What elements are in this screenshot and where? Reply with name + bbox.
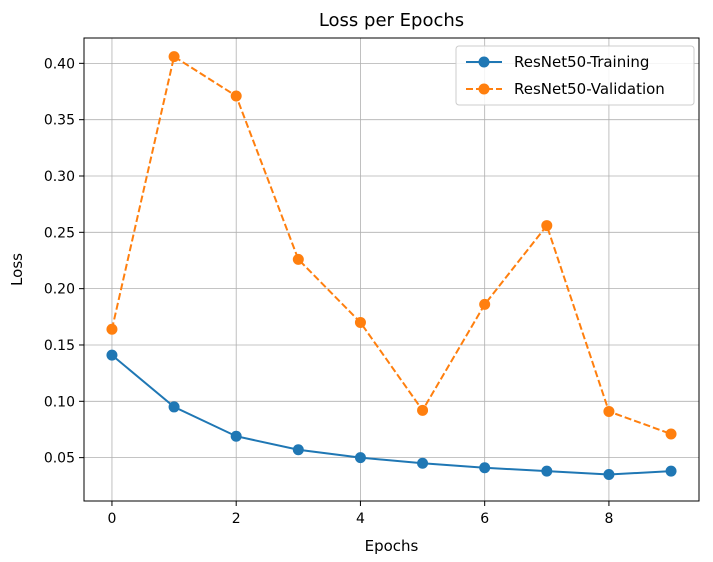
x-axis-label: Epochs bbox=[365, 537, 419, 555]
x-tick-label: 8 bbox=[604, 511, 613, 527]
data-point bbox=[106, 323, 118, 335]
data-point bbox=[603, 405, 615, 417]
data-point bbox=[665, 465, 677, 477]
legend-marker bbox=[478, 56, 490, 68]
data-point bbox=[168, 401, 180, 413]
chart-title: Loss per Epochs bbox=[319, 10, 464, 31]
legend-label: ResNet50-Training bbox=[514, 53, 649, 71]
y-tick-label: 0.20 bbox=[44, 282, 75, 298]
series-1 bbox=[106, 51, 677, 440]
y-axis-label: Loss bbox=[8, 253, 26, 286]
series-layer bbox=[106, 51, 677, 481]
x-tick-label: 4 bbox=[356, 511, 365, 527]
x-tick-label: 6 bbox=[480, 511, 489, 527]
series-line bbox=[110, 54, 672, 435]
data-point bbox=[292, 253, 304, 265]
data-point bbox=[541, 465, 553, 477]
y-tick-label: 0.35 bbox=[44, 113, 75, 129]
legend-marker bbox=[478, 83, 490, 95]
x-tick-label: 0 bbox=[107, 511, 116, 527]
plot-frame bbox=[83, 37, 700, 502]
y-tick-label: 0.30 bbox=[44, 169, 75, 185]
series-line bbox=[111, 354, 672, 476]
series-0 bbox=[106, 349, 677, 481]
data-point bbox=[354, 452, 366, 464]
data-point bbox=[665, 428, 677, 440]
data-point bbox=[168, 51, 180, 63]
data-point bbox=[230, 430, 242, 442]
data-point bbox=[106, 349, 118, 361]
data-point bbox=[479, 462, 491, 474]
y-tick-label: 0.25 bbox=[44, 225, 75, 241]
y-tick-label: 0.15 bbox=[44, 338, 75, 354]
legend: ResNet50-Training ResNet50-Validation bbox=[455, 45, 695, 106]
data-point bbox=[603, 469, 615, 481]
data-point bbox=[479, 298, 491, 310]
x-tick-label: 2 bbox=[232, 511, 241, 527]
data-point bbox=[417, 457, 429, 469]
y-tick-label: 0.05 bbox=[44, 451, 75, 467]
data-point bbox=[417, 404, 429, 416]
y-tick-label: 0.40 bbox=[44, 56, 75, 72]
data-point bbox=[292, 444, 304, 456]
data-point bbox=[541, 220, 553, 232]
legend-label: ResNet50-Validation bbox=[514, 80, 665, 98]
legend-box bbox=[455, 45, 695, 106]
data-point bbox=[230, 90, 242, 102]
axis-ticks: 0 2 4 6 8 0.05 0.10 0.15 0.20 0.25 0.30 0.35 0.40 bbox=[44, 56, 614, 527]
y-tick-label: 0.10 bbox=[44, 394, 75, 410]
data-point bbox=[354, 316, 366, 328]
grid bbox=[84, 38, 699, 501]
